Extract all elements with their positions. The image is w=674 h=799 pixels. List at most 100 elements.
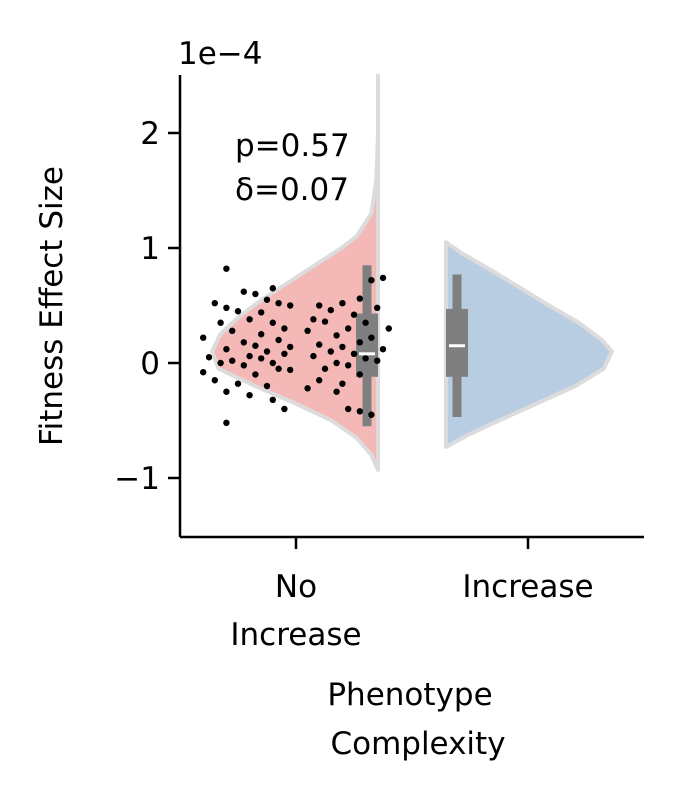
box-increase [446,308,468,377]
x-tick-label: Increase [462,569,593,605]
data-point [217,359,224,367]
annotation-p-value: p=0.57 [235,128,350,164]
violin-no-increase [210,73,380,472]
data-point [339,343,346,351]
data-point [275,336,282,344]
data-point [316,341,323,348]
data-point [374,304,381,311]
data-point [304,327,311,334]
data-point [211,300,218,307]
data-point [345,362,352,369]
data-point [321,318,329,325]
data-point [229,327,236,334]
x-ticks: No Increase Increase [230,537,594,653]
data-point [345,325,352,332]
data-point [240,362,247,369]
data-point [356,339,363,346]
y-tick-label: 2 [140,116,160,152]
data-point [356,295,363,302]
violins [210,73,614,472]
data-point [281,325,288,332]
data-point [333,332,340,339]
data-point [310,316,317,323]
data-point [223,388,230,395]
violin-increase [444,240,614,449]
x-axis-label-line-1: Phenotype [327,677,492,713]
data-point [258,355,265,362]
data-point [327,348,334,355]
data-point [217,319,224,326]
data-point [252,371,259,378]
data-point [287,343,294,351]
data-point [333,359,340,367]
x-axis-label-line-2: Complexity [330,726,505,762]
data-point [246,392,253,399]
data-point [362,355,369,362]
data-point [269,396,276,403]
data-point [368,411,375,418]
data-point [269,319,276,326]
data-point [246,316,253,323]
data-point [275,300,282,307]
data-point [287,302,294,309]
y-axis-label: Fitness Effect Size [34,166,70,446]
data-points [200,265,392,426]
data-point [223,265,230,272]
data-point [263,382,271,390]
data-point [234,308,242,315]
data-point [240,288,247,295]
data-point [258,309,265,316]
data-point [234,380,242,387]
x-tick-label: No [275,569,317,605]
data-point [368,277,375,284]
data-point [200,334,207,341]
y-tick-label: 1 [140,231,160,267]
data-point [223,419,230,426]
annotation-effect-size: δ=0.07 [235,172,349,208]
data-point [362,319,369,326]
data-point [350,350,358,357]
data-point [374,357,381,364]
data-point [350,311,358,318]
data-point [368,334,375,341]
data-point [356,408,363,415]
data-point [252,342,259,349]
data-point [339,380,346,387]
data-point [316,377,323,384]
data-point [258,331,265,338]
data-point [356,371,363,378]
data-point [287,366,294,374]
x-tick-label: Increase [230,617,361,653]
data-point [316,302,323,309]
data-point [345,405,352,413]
data-point [240,339,247,346]
data-point [252,290,259,298]
data-point [269,359,276,367]
data-point [263,296,271,303]
data-point [379,274,387,282]
y-tick-label: 0 [140,346,160,382]
data-point [333,388,340,395]
box-plots [356,265,468,427]
data-point [327,306,334,314]
data-point [223,346,230,353]
data-point [275,365,282,372]
data-point [263,348,271,355]
offset-text: 1e−4 [178,36,263,72]
data-point [339,300,346,307]
data-point [229,357,236,364]
data-point [200,369,207,376]
data-point [281,405,288,413]
data-point [205,354,213,361]
data-point [246,352,253,360]
data-point [304,385,311,392]
data-point [379,346,387,353]
y-tick-label: −1 [114,461,160,497]
data-point [321,365,329,372]
data-point [310,352,317,360]
y-ticks: −1 0 1 2 [114,116,180,497]
box-no-increase [356,313,378,377]
data-point [385,325,392,332]
data-point [223,304,230,311]
